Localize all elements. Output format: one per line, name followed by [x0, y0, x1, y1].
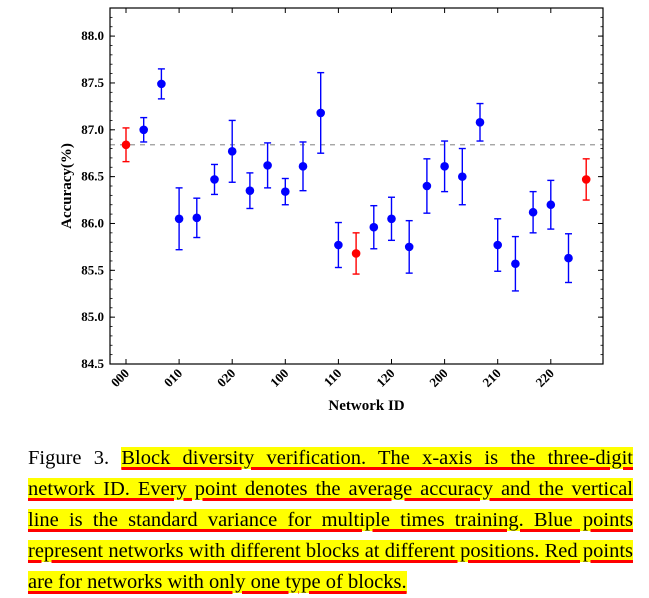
- data-point-group: [192, 197, 202, 239]
- y-tick-label: 87.5: [81, 75, 104, 90]
- data-point: [121, 140, 131, 150]
- figure-caption: Figure 3. Block diversity verification. …: [28, 443, 633, 598]
- accuracy-chart: 84.585.085.586.086.587.087.588.0 000 010 0…: [59, 7, 604, 414]
- x-tick-label: 110: [321, 366, 345, 390]
- data-point-group: [493, 218, 503, 272]
- x-axis-title: Network ID: [328, 398, 404, 414]
- data-point: [440, 162, 449, 171]
- x-tick-label: 010: [161, 366, 185, 390]
- data-point-group: [298, 141, 308, 192]
- y-tick-label: 86.0: [81, 215, 104, 230]
- data-point-group: [245, 172, 255, 210]
- data-point: [546, 200, 556, 210]
- data-point: [564, 253, 573, 263]
- data-point: [192, 213, 202, 223]
- data-point-group: [121, 127, 131, 163]
- x-tick-label: 220: [533, 366, 557, 390]
- data-point: [227, 147, 237, 156]
- data-point-group: [334, 221, 343, 269]
- data-point-group: [157, 68, 166, 100]
- data-point-group: [369, 204, 379, 250]
- data-point: [581, 175, 591, 184]
- data-point: [281, 187, 290, 196]
- x-tick-label: 020: [214, 366, 238, 390]
- data-point-group: [174, 187, 184, 251]
- data-point: [458, 172, 467, 181]
- data-point: [334, 240, 343, 250]
- data-point: [369, 222, 379, 232]
- x-tick-label: 210: [479, 366, 503, 390]
- data-point-group: [458, 147, 467, 206]
- data-point: [298, 162, 308, 171]
- data-point: [157, 79, 166, 89]
- x-tick-label: 000: [108, 366, 132, 390]
- data-point-group: [546, 179, 556, 230]
- data-point-group: [422, 158, 432, 214]
- data-point: [511, 259, 520, 269]
- data-point: [316, 108, 326, 118]
- data-point-group: [351, 232, 361, 275]
- y-tick-label: 88.0: [81, 28, 104, 43]
- y-axis-ticks: 84.5 85.0 85.5 86.0 86.5 87.0 87.5 88.0: [81, 7, 603, 371]
- x-axis-ticks: 000 010 020 100 110 120 200 210 220: [108, 8, 557, 390]
- y-axis-title: Accuracy(%): [59, 143, 75, 229]
- data-point: [404, 242, 414, 252]
- data-point-group: [581, 158, 591, 201]
- y-tick-label: 85.5: [81, 262, 104, 277]
- plot-frame: [109, 7, 604, 365]
- data-point: [351, 249, 361, 258]
- data-point-group: [404, 219, 414, 274]
- data-point-group: [564, 233, 573, 284]
- data-point-group: [387, 196, 396, 242]
- y-tick-label: 87.0: [81, 122, 104, 137]
- data-point: [263, 161, 272, 170]
- x-tick-label: 100: [267, 366, 291, 390]
- data-point: [422, 181, 432, 191]
- y-tick-label: 86.5: [81, 169, 104, 184]
- data-point-group: [316, 71, 326, 154]
- data-point-group: [440, 140, 449, 193]
- data-point-group: [263, 142, 272, 189]
- data-point: [139, 125, 148, 135]
- x-tick-label: 120: [373, 366, 397, 390]
- caption-prefix: Figure 3.: [28, 447, 122, 469]
- data-point: [174, 214, 184, 224]
- x-tick-label: 200: [426, 366, 450, 390]
- data-point-group: [139, 116, 148, 143]
- y-tick-label: 85.0: [81, 309, 104, 324]
- data-point: [528, 207, 538, 217]
- data-points-layer: [121, 68, 591, 292]
- data-point: [493, 240, 503, 250]
- data-point: [210, 175, 219, 184]
- data-point: [387, 214, 396, 224]
- data-point-group: [281, 177, 290, 206]
- data-point-group: [210, 163, 219, 196]
- data-point: [245, 186, 255, 195]
- data-point-group: [528, 190, 538, 234]
- data-point-group: [227, 119, 237, 183]
- data-point-group: [511, 235, 520, 292]
- y-tick-label: 84.5: [81, 356, 104, 371]
- data-point-group: [475, 102, 485, 142]
- data-point: [475, 117, 485, 127]
